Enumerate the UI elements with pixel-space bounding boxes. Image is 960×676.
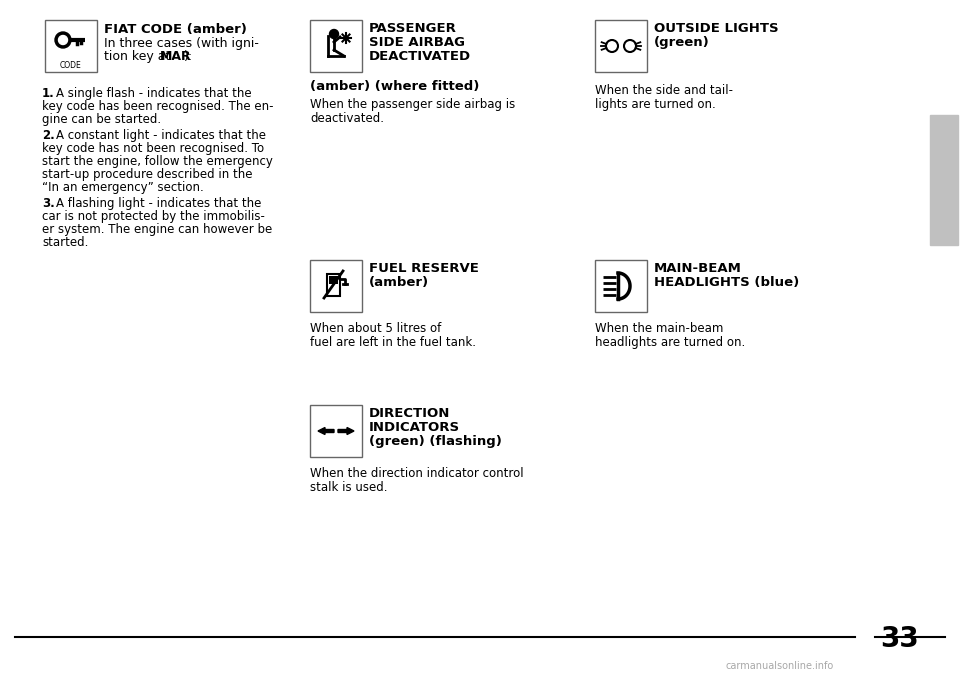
Text: SIDE AIRBAG: SIDE AIRBAG xyxy=(369,36,465,49)
Text: start-up procedure described in the: start-up procedure described in the xyxy=(42,168,252,181)
Text: key code has been recognised. The en-: key code has been recognised. The en- xyxy=(42,100,274,113)
Text: When the direction indicator control: When the direction indicator control xyxy=(310,467,523,480)
Text: tion key at: tion key at xyxy=(104,50,175,63)
Bar xyxy=(45,20,97,72)
Text: MAIN-BEAM: MAIN-BEAM xyxy=(654,262,742,275)
Text: FIAT CODE (amber): FIAT CODE (amber) xyxy=(104,23,247,36)
Text: car is not protected by the immobilis-: car is not protected by the immobilis- xyxy=(42,210,265,223)
Text: 3.: 3. xyxy=(42,197,55,210)
Text: When about 5 litres of: When about 5 litres of xyxy=(310,322,442,335)
Bar xyxy=(329,276,338,284)
FancyArrow shape xyxy=(318,427,334,435)
Text: stalk is used.: stalk is used. xyxy=(310,481,388,494)
Text: fuel are left in the fuel tank.: fuel are left in the fuel tank. xyxy=(310,336,476,349)
Text: (amber): (amber) xyxy=(369,276,429,289)
Bar xyxy=(327,274,340,296)
Text: er system. The engine can however be: er system. The engine can however be xyxy=(42,223,273,236)
Text: lights are turned on.: lights are turned on. xyxy=(595,98,716,111)
Text: When the main-beam: When the main-beam xyxy=(595,322,724,335)
Text: started.: started. xyxy=(42,236,88,249)
Text: OUTSIDE LIGHTS: OUTSIDE LIGHTS xyxy=(654,22,779,35)
Text: A flashing light - indicates that the: A flashing light - indicates that the xyxy=(56,197,261,210)
Text: 33: 33 xyxy=(880,625,920,653)
Text: ):: ): xyxy=(184,50,193,63)
Text: (green): (green) xyxy=(654,36,709,49)
Text: MAR: MAR xyxy=(160,50,192,63)
Text: PASSENGER: PASSENGER xyxy=(369,22,457,35)
Text: (amber) (where fitted): (amber) (where fitted) xyxy=(310,80,479,93)
Bar xyxy=(310,405,362,457)
Circle shape xyxy=(55,32,71,48)
Circle shape xyxy=(329,30,339,39)
Text: start the engine, follow the emergency: start the engine, follow the emergency xyxy=(42,155,273,168)
Circle shape xyxy=(59,36,67,45)
Bar xyxy=(310,260,362,312)
Text: CODE: CODE xyxy=(60,60,82,70)
Text: key code has not been recognised. To: key code has not been recognised. To xyxy=(42,142,264,155)
Text: INDICATORS: INDICATORS xyxy=(369,421,460,434)
Text: When the passenger side airbag is: When the passenger side airbag is xyxy=(310,98,516,111)
Text: A constant light - indicates that the: A constant light - indicates that the xyxy=(56,129,266,142)
Text: A single flash - indicates that the: A single flash - indicates that the xyxy=(56,87,252,100)
FancyArrow shape xyxy=(338,427,354,435)
Text: FUEL RESERVE: FUEL RESERVE xyxy=(369,262,479,275)
Bar xyxy=(310,20,362,72)
Text: (green) (flashing): (green) (flashing) xyxy=(369,435,502,448)
Text: HEADLIGHTS (blue): HEADLIGHTS (blue) xyxy=(654,276,800,289)
Text: deactivated.: deactivated. xyxy=(310,112,384,125)
Text: “In an emergency” section.: “In an emergency” section. xyxy=(42,181,204,194)
Bar xyxy=(595,20,647,72)
Text: DIRECTION: DIRECTION xyxy=(369,407,450,420)
Bar xyxy=(595,260,647,312)
Text: carmanualsonline.info: carmanualsonline.info xyxy=(726,661,834,671)
Text: 1.: 1. xyxy=(42,87,55,100)
Text: DEACTIVATED: DEACTIVATED xyxy=(369,50,471,63)
Text: gine can be started.: gine can be started. xyxy=(42,113,161,126)
Text: 2.: 2. xyxy=(42,129,55,142)
Text: When the side and tail-: When the side and tail- xyxy=(595,84,733,97)
Text: In three cases (with igni-: In three cases (with igni- xyxy=(104,37,259,50)
Text: headlights are turned on.: headlights are turned on. xyxy=(595,336,745,349)
Bar xyxy=(930,115,958,245)
